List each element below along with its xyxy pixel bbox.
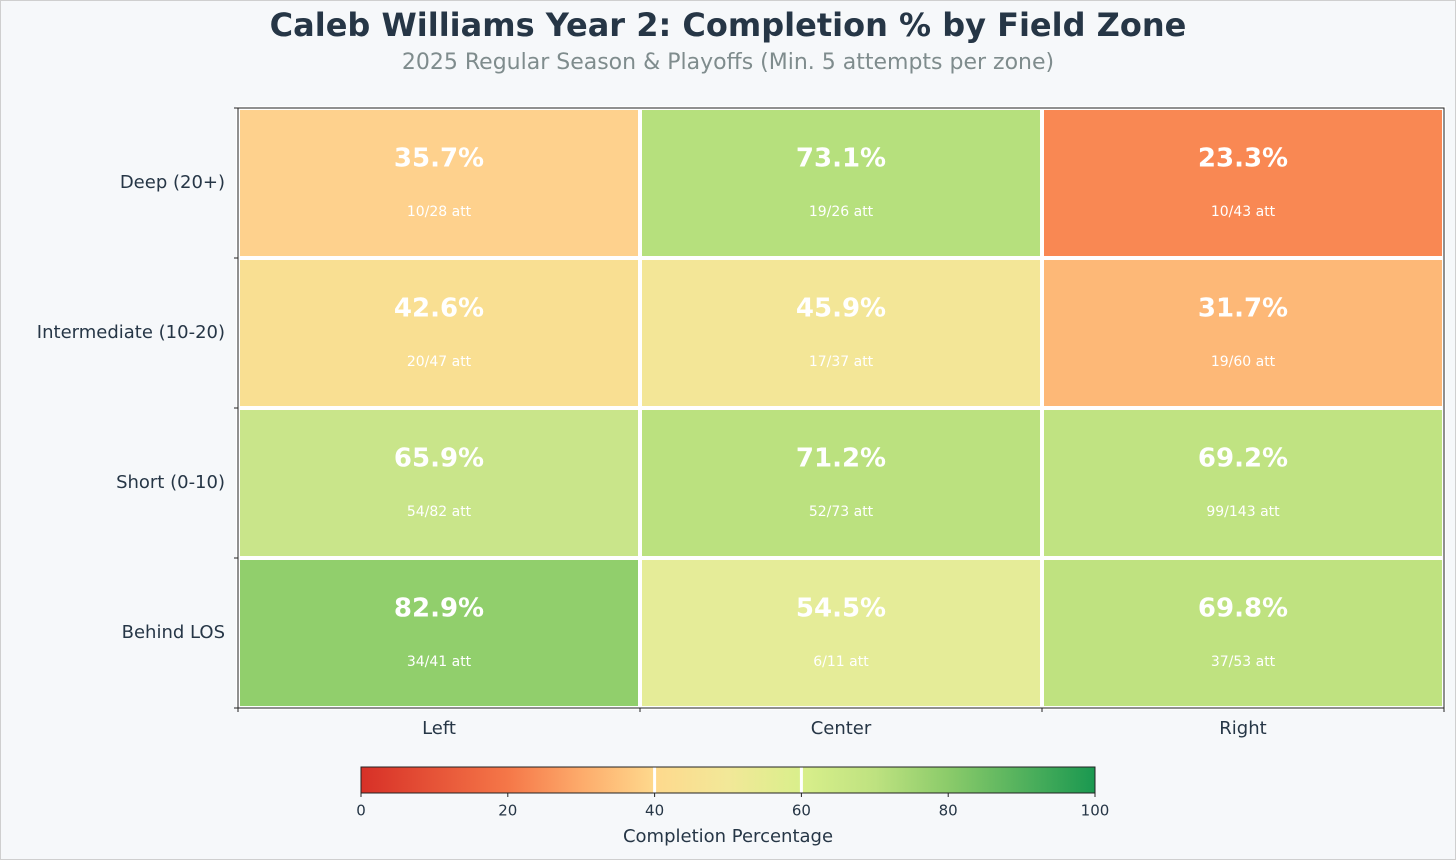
colorbar: 0 20 40 60 80 100 Completion Percentage <box>356 766 1110 847</box>
y-tick-label: Intermediate (10-20) <box>37 322 225 343</box>
cell-percent-label: 82.9% <box>394 594 484 624</box>
heatmap-cell <box>1040 556 1446 710</box>
heatmap-axes: Deep (20+) Intermediate (10-20) Short (0-1… <box>37 107 1445 739</box>
cell-percent-label: 65.9% <box>394 444 484 474</box>
cell-percent-label: 31.7% <box>1198 294 1288 324</box>
cell-attempts-label: 19/26 att <box>809 204 874 220</box>
heatmap-cell <box>236 106 642 260</box>
colorbar-tick-label: 80 <box>939 802 958 820</box>
heatmap-cell <box>638 106 1044 260</box>
heatmap-cell <box>236 256 642 410</box>
y-tick-label: Short (0-10) <box>116 472 225 493</box>
colorbar-tick-label: 100 <box>1081 802 1110 820</box>
heatmap-cell <box>236 556 642 710</box>
heatmap-cell <box>1040 106 1446 260</box>
cell-attempts-label: 19/60 att <box>1211 354 1276 370</box>
heatmap-cell <box>638 406 1044 560</box>
x-tick-label: Right <box>1219 718 1266 739</box>
cell-attempts-label: 34/41 att <box>407 654 472 670</box>
colorbar-tick-label: 60 <box>792 802 811 820</box>
colorbar-outline <box>360 766 1096 794</box>
colorbar-tick-label: 40 <box>645 802 664 820</box>
cell-attempts-label: 37/53 att <box>1211 654 1276 670</box>
heatmap-cell <box>638 556 1044 710</box>
cell-attempts-label: 54/82 att <box>407 504 472 520</box>
heatmap-cells: 35.7% 10/28 att 73.1% 19/26 att 23.3% 10/43 a… <box>236 106 1446 710</box>
y-tick-label: Deep (20+) <box>120 172 225 193</box>
x-tick-label: Left <box>422 718 456 739</box>
colorbar-tick-label: 0 <box>356 802 366 820</box>
cell-percent-label: 73.1% <box>796 144 886 174</box>
chart-subtitle: 2025 Regular Season & Playoffs (Min. 5 a… <box>401 50 1055 75</box>
heatmap-cell <box>1040 406 1446 560</box>
cell-attempts-label: 52/73 att <box>809 504 874 520</box>
heatmap-cell <box>236 406 642 560</box>
chart-title: Caleb Williams Year 2: Completion % by F… <box>269 6 1187 44</box>
cell-attempts-label: 6/11 att <box>813 654 869 670</box>
colorbar-tick-label: 20 <box>498 802 517 820</box>
cell-percent-label: 54.5% <box>796 594 886 624</box>
colorbar-scale <box>361 767 1095 793</box>
cell-attempts-label: 10/43 att <box>1211 204 1276 220</box>
cell-percent-label: 71.2% <box>796 444 886 474</box>
cell-attempts-label: 10/28 att <box>407 204 472 220</box>
x-tick-label: Center <box>811 718 872 739</box>
heatmap-cell <box>638 256 1044 410</box>
cell-percent-label: 42.6% <box>394 294 484 324</box>
colorbar-label: Completion Percentage <box>623 826 833 847</box>
cell-attempts-label: 20/47 att <box>407 354 472 370</box>
cell-percent-label: 23.3% <box>1198 144 1288 174</box>
cell-attempts-label: 17/37 att <box>809 354 874 370</box>
y-tick-label: Behind LOS <box>122 622 225 643</box>
cell-attempts-label: 99/143 att <box>1206 504 1280 520</box>
cell-percent-label: 35.7% <box>394 144 484 174</box>
cell-percent-label: 69.8% <box>1198 594 1288 624</box>
heatmap-cell <box>1040 256 1446 410</box>
cell-percent-label: 45.9% <box>796 294 886 324</box>
cell-percent-label: 69.2% <box>1198 444 1288 474</box>
